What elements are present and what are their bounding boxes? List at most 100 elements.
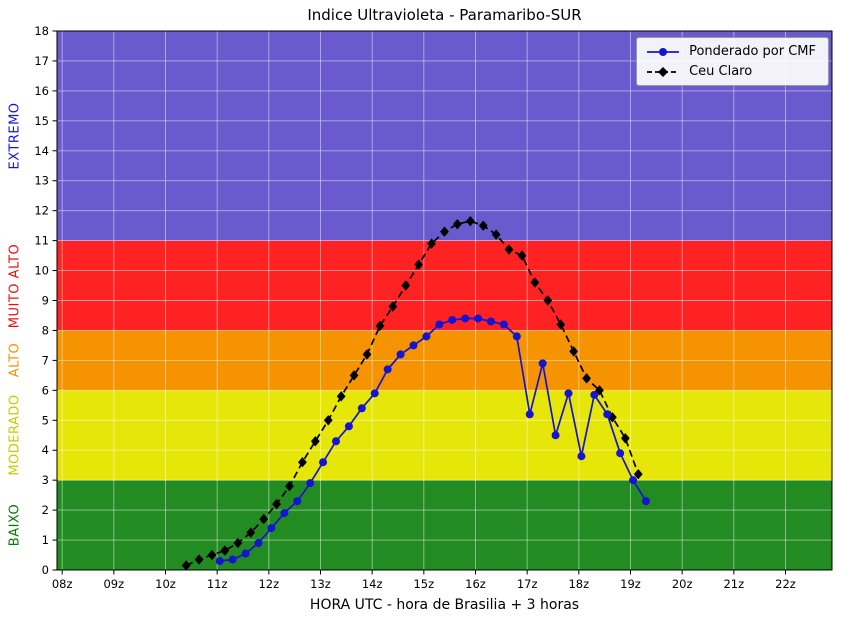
y-tick-label: 8 — [42, 323, 49, 337]
marker-ponderado-por-cmf — [551, 431, 560, 440]
x-tick-label: 16z — [465, 577, 486, 591]
y-tick-label: 15 — [34, 114, 49, 128]
x-tick-label: 21z — [723, 577, 744, 591]
marker-ponderado-por-cmf — [461, 314, 470, 323]
y-tick-label: 14 — [34, 144, 49, 158]
y-tick-label: 13 — [34, 174, 49, 188]
marker-ceu-claro — [543, 295, 553, 306]
marker-ceu-claro — [362, 349, 372, 360]
y-tick-label: 18 — [34, 24, 49, 38]
x-tick-label: 09z — [103, 577, 124, 591]
marker-ponderado-por-cmf — [228, 555, 237, 564]
x-tick-label: 15z — [413, 577, 434, 591]
marker-ceu-claro — [517, 250, 527, 261]
marker-ceu-claro — [582, 373, 591, 384]
marker-ceu-claro — [336, 391, 346, 402]
band-label-muito-alto: MUITO ALTO — [7, 243, 23, 328]
band-muito-alto — [57, 240, 832, 331]
marker-ceu-claro — [465, 215, 475, 227]
y-tick-label: 16 — [34, 84, 49, 98]
marker-ponderado-por-cmf — [396, 350, 405, 359]
marker-ceu-claro — [414, 259, 424, 270]
y-tick-label: 12 — [34, 204, 49, 218]
marker-ponderado-por-cmf — [241, 549, 250, 558]
marker-ceu-claro — [530, 277, 540, 288]
marker-ceu-claro — [285, 480, 294, 492]
marker-ceu-claro — [620, 433, 630, 444]
marker-ceu-claro — [453, 218, 462, 230]
marker-ponderado-por-cmf — [370, 389, 379, 398]
marker-ceu-claro — [504, 244, 514, 255]
x-tick-label: 13z — [310, 577, 331, 591]
marker-ceu-claro — [633, 468, 643, 480]
y-tick-label: 9 — [42, 294, 49, 308]
blue-line-circle-marker-icon — [647, 47, 680, 56]
band-label-baixo: BAIXO — [7, 503, 23, 547]
marker-ceu-claro — [194, 554, 204, 565]
marker-ponderado-por-cmf — [564, 389, 573, 398]
y-tick-label: 1 — [42, 533, 49, 547]
marker-ponderado-por-cmf — [642, 497, 650, 506]
y-tick-label: 0 — [42, 563, 49, 577]
y-tick-label: 4 — [42, 443, 49, 457]
marker-ceu-claro — [298, 457, 307, 468]
band-label-moderado: MODERADO — [7, 394, 23, 476]
y-tick-label: 3 — [42, 473, 49, 487]
marker-ponderado-por-cmf — [215, 557, 224, 566]
x-tick-label: 17z — [517, 577, 538, 591]
marker-ponderado-por-cmf — [512, 332, 521, 341]
marker-ceu-claro — [478, 220, 488, 231]
y-tick-label: 11 — [34, 234, 49, 248]
marker-ceu-claro — [220, 545, 230, 556]
marker-ceu-claro — [401, 280, 411, 291]
legend-item-ponderado: Ponderado por CMF — [645, 44, 816, 59]
marker-ponderado-por-cmf — [409, 341, 418, 350]
band-baixo — [57, 480, 832, 570]
black-dashed-line-diamond-marker-icon — [647, 66, 680, 77]
marker-ponderado-por-cmf — [629, 476, 638, 485]
x-tick-label: 11z — [207, 577, 228, 591]
y-tick-label: 2 — [42, 503, 49, 517]
legend-label-ceu-claro: Ceu Claro — [689, 64, 753, 79]
marker-ceu-claro — [310, 436, 320, 447]
marker-ponderado-por-cmf — [577, 452, 586, 461]
x-tick-label: 20z — [672, 577, 693, 591]
marker-ponderado-por-cmf — [435, 320, 444, 329]
marker-ponderado-por-cmf — [422, 332, 431, 341]
marker-ponderado-por-cmf — [306, 479, 315, 488]
marker-ponderado-por-cmf — [332, 437, 340, 446]
x-tick-label: 08z — [52, 577, 73, 591]
marker-ponderado-por-cmf — [525, 410, 534, 419]
marker-ponderado-por-cmf — [499, 320, 508, 329]
marker-ceu-claro — [375, 320, 385, 332]
chart-title: Indice Ultravioleta - Paramaribo-SUR — [307, 6, 582, 24]
marker-ponderado-por-cmf — [474, 314, 483, 323]
marker-ponderado-por-cmf — [254, 539, 263, 548]
band-label-extremo: EXTREMO — [7, 102, 23, 170]
marker-ponderado-por-cmf — [590, 390, 599, 399]
marker-ceu-claro — [388, 301, 398, 312]
y-tick-label: 17 — [34, 54, 49, 68]
x-tick-label: 18z — [568, 577, 589, 591]
legend-label-ponderado: Ponderado por CMF — [689, 44, 816, 59]
marker-ponderado-por-cmf — [267, 524, 276, 533]
marker-ceu-claro — [440, 226, 449, 237]
marker-ceu-claro — [259, 513, 269, 525]
x-tick-label: 10z — [155, 577, 176, 591]
x-tick-label: 12z — [258, 577, 279, 591]
marker-ceu-claro — [427, 238, 436, 249]
legend: Ponderado por CMF Ceu Claro — [636, 37, 829, 86]
series-line-ponderado-por-cmf — [219, 317, 647, 562]
marker-ponderado-por-cmf — [603, 410, 612, 419]
y-tick-label: 10 — [34, 264, 49, 278]
marker-ceu-claro — [491, 229, 501, 240]
marker-ponderado-por-cmf — [448, 315, 457, 324]
marker-ponderado-por-cmf — [293, 497, 302, 506]
marker-ceu-claro — [207, 549, 217, 561]
marker-ponderado-por-cmf — [538, 359, 547, 368]
band-label-alto: ALTO — [7, 343, 23, 378]
marker-ponderado-por-cmf — [487, 317, 495, 326]
legend-item-ceu-claro: Ceu Claro — [645, 64, 816, 79]
y-tick-label: 5 — [42, 413, 49, 427]
